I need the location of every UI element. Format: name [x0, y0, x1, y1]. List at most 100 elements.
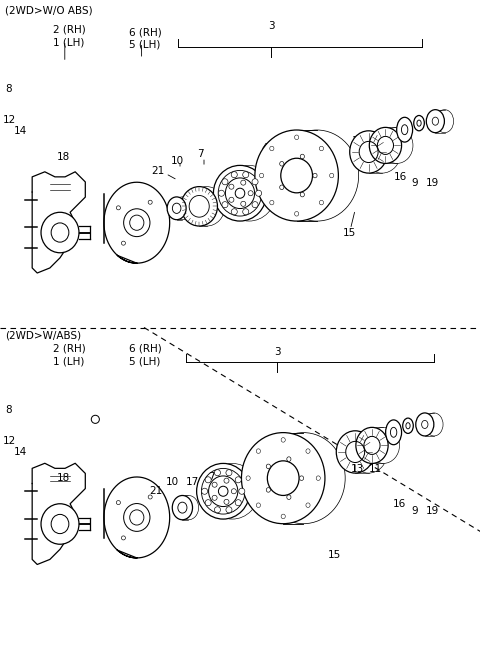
Circle shape [239, 488, 245, 495]
Text: 2 (RH): 2 (RH) [53, 25, 85, 35]
Ellipse shape [403, 418, 413, 434]
Circle shape [235, 500, 241, 506]
Circle shape [202, 488, 208, 495]
Circle shape [224, 478, 229, 483]
Text: 13: 13 [351, 136, 365, 146]
Circle shape [229, 197, 234, 202]
Circle shape [212, 495, 217, 500]
Circle shape [215, 470, 220, 476]
Circle shape [212, 482, 217, 487]
Ellipse shape [256, 449, 261, 453]
Text: 1 (LH): 1 (LH) [53, 38, 84, 48]
Ellipse shape [330, 174, 334, 178]
Ellipse shape [197, 464, 250, 519]
Ellipse shape [280, 162, 284, 166]
Circle shape [218, 190, 225, 196]
Circle shape [229, 184, 234, 189]
Circle shape [241, 180, 246, 185]
Text: 16: 16 [393, 499, 406, 509]
Text: 13: 13 [350, 464, 364, 474]
Circle shape [215, 507, 220, 513]
Ellipse shape [270, 200, 274, 205]
Circle shape [231, 209, 237, 215]
Ellipse shape [262, 432, 345, 524]
Circle shape [91, 415, 99, 423]
Ellipse shape [280, 185, 284, 189]
Text: 16: 16 [394, 172, 407, 181]
Ellipse shape [266, 488, 270, 492]
Text: 9: 9 [411, 178, 418, 188]
Circle shape [205, 500, 211, 506]
Ellipse shape [363, 131, 401, 173]
Circle shape [148, 495, 152, 499]
Circle shape [252, 202, 258, 208]
Text: 6 (RH): 6 (RH) [129, 344, 161, 354]
Text: 21: 21 [149, 486, 162, 496]
Ellipse shape [350, 131, 387, 173]
Ellipse shape [281, 514, 285, 519]
Circle shape [121, 536, 125, 540]
Ellipse shape [414, 115, 424, 131]
Text: 14: 14 [13, 447, 27, 457]
Text: 19: 19 [426, 178, 440, 188]
Text: 15: 15 [343, 228, 357, 238]
Ellipse shape [167, 197, 186, 219]
Ellipse shape [336, 431, 374, 473]
Ellipse shape [356, 427, 388, 464]
Ellipse shape [367, 427, 399, 464]
Ellipse shape [214, 166, 266, 221]
Circle shape [252, 179, 258, 185]
Ellipse shape [416, 413, 434, 436]
Ellipse shape [306, 503, 310, 508]
Ellipse shape [189, 187, 225, 226]
Text: 1 (LH): 1 (LH) [53, 356, 84, 366]
Ellipse shape [406, 422, 410, 429]
Ellipse shape [41, 504, 79, 544]
Text: 2 (RH): 2 (RH) [53, 344, 85, 354]
Text: 7: 7 [208, 472, 215, 481]
Text: 11: 11 [371, 136, 384, 146]
Ellipse shape [266, 464, 270, 468]
Ellipse shape [218, 486, 228, 496]
Circle shape [221, 198, 225, 202]
Ellipse shape [255, 130, 338, 221]
Ellipse shape [260, 174, 264, 178]
Text: (2WD>W/ABS): (2WD>W/ABS) [5, 330, 81, 340]
Ellipse shape [235, 188, 245, 198]
Ellipse shape [281, 438, 285, 442]
Circle shape [235, 477, 241, 483]
Text: 14: 14 [13, 126, 27, 136]
Text: 18: 18 [57, 152, 70, 162]
Circle shape [248, 191, 253, 196]
Text: 4: 4 [262, 143, 268, 153]
Ellipse shape [173, 197, 192, 219]
Text: 5 (LH): 5 (LH) [129, 356, 160, 366]
Circle shape [243, 172, 249, 178]
Text: 7: 7 [197, 149, 204, 159]
Ellipse shape [426, 109, 444, 133]
Circle shape [116, 500, 120, 504]
Ellipse shape [41, 212, 79, 253]
Text: 8: 8 [5, 405, 12, 415]
Circle shape [205, 477, 211, 483]
Circle shape [222, 202, 228, 208]
Ellipse shape [270, 146, 274, 151]
Ellipse shape [181, 187, 217, 226]
Circle shape [226, 470, 232, 476]
Ellipse shape [287, 457, 291, 461]
Text: 11: 11 [369, 464, 383, 474]
Text: 3: 3 [268, 21, 275, 31]
Ellipse shape [313, 174, 317, 178]
Circle shape [222, 179, 228, 185]
Ellipse shape [172, 495, 192, 520]
Ellipse shape [390, 427, 397, 438]
Ellipse shape [381, 127, 413, 164]
Ellipse shape [124, 209, 150, 236]
Circle shape [255, 190, 262, 196]
Circle shape [231, 489, 236, 494]
Ellipse shape [287, 495, 291, 500]
Ellipse shape [385, 420, 402, 445]
Ellipse shape [256, 503, 261, 508]
Text: 4: 4 [262, 468, 268, 478]
Text: 8: 8 [5, 84, 12, 94]
